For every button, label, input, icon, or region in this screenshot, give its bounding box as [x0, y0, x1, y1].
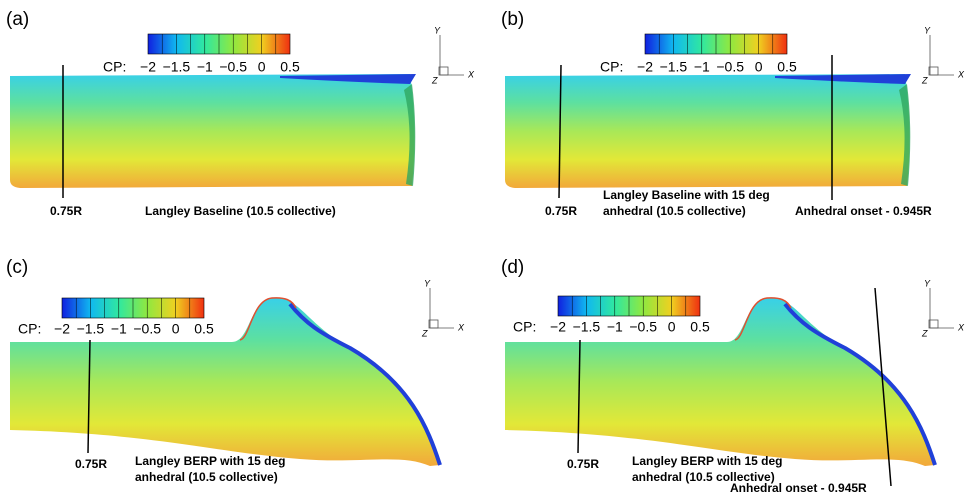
colorbar-tick-label: 0 — [755, 59, 763, 75]
axis-y-label: Y — [924, 278, 931, 288]
panel: (a) CP: −2 −1.5 −1 −0.5 0 0.5 0.75R Langley Basel… — [6, 9, 475, 218]
caption: anhedral (10.5 collective) — [632, 470, 775, 484]
station-line — [558, 64, 562, 199]
panel-label: (b) — [501, 9, 524, 30]
blade-leading-edge — [783, 302, 937, 466]
colorbar-tick-label: 0.5 — [777, 59, 797, 75]
caption: Langley Baseline with 15 deg — [603, 188, 770, 202]
blade-surface — [505, 297, 935, 466]
colorbar-tick-label: −1 — [607, 319, 623, 335]
axis-z-label: Z — [921, 75, 928, 85]
blade-bump-edge — [734, 297, 792, 341]
colorbar-tick-label: −1.5 — [163, 59, 191, 75]
axis-y-label: Y — [424, 278, 431, 288]
blade-bump-edge — [239, 297, 297, 341]
colorbar-tick-label: −0.5 — [133, 321, 161, 337]
axis-x-label: X — [957, 322, 965, 332]
blade-surface — [10, 297, 440, 466]
blade-tip — [404, 84, 416, 186]
panel-label: (d) — [501, 257, 524, 278]
station-label: 0.75R — [567, 457, 599, 471]
onset-line — [874, 287, 892, 487]
onset-label: Anhedral onset - 0.945R — [730, 481, 867, 495]
blade-tip — [899, 84, 911, 186]
panel-label: (c) — [6, 257, 28, 278]
colorbar-tick-label: −2 — [637, 59, 653, 75]
colorbar-tick-label: −0.5 — [629, 319, 657, 335]
colorbar-label: CP: — [103, 59, 126, 75]
colorbar-tick-label: −1 — [197, 59, 213, 75]
station-label: 0.75R — [50, 204, 82, 218]
station-label: 0.75R — [75, 457, 107, 471]
panel: (d) CP: −2 −1.5 −1 −0.5 0 0.5 0.75R Langley BERP … — [501, 257, 965, 495]
axis-y-label: Y — [434, 25, 441, 35]
colorbar-tick-label: 0 — [258, 59, 266, 75]
panel: (c) CP: −2 −1.5 −1 −0.5 0 0.5 0.75R Langley BERP … — [6, 257, 465, 484]
colorbar-tick-label: 0.5 — [690, 319, 710, 335]
caption: Langley BERP with 15 deg — [632, 454, 782, 468]
colorbar-tick-label: −1.5 — [660, 59, 688, 75]
colorbar-label: CP: — [18, 321, 41, 337]
colorbar-tick-label: −1.5 — [77, 321, 105, 337]
caption: Langley Baseline (10.5 collective) — [145, 204, 336, 218]
colorbar-tick-label: −2 — [550, 319, 566, 335]
colorbar-tick-label: −0.5 — [716, 59, 744, 75]
axis-z-box — [438, 66, 449, 76]
colorbar-label: CP: — [513, 319, 536, 335]
axis-z-label: Z — [921, 328, 928, 338]
colorbar-tick-label: −1 — [111, 321, 127, 337]
station-label: 0.75R — [545, 204, 577, 218]
blade-surface — [505, 74, 910, 188]
axis-x-label: X — [457, 322, 465, 332]
colorbar-label: CP: — [600, 59, 623, 75]
colorbar-tick-label: 0 — [668, 319, 676, 335]
blade-suction-edge — [775, 74, 911, 84]
colorbar-tick-label: 0 — [172, 321, 180, 337]
axis-y-label: Y — [924, 25, 931, 35]
panel-label: (a) — [6, 9, 29, 30]
panel: (b) CP: −2 −1.5 −1 −0.5 0 0.5 0.75R Langley Basel… — [501, 9, 965, 218]
station-line — [577, 339, 581, 454]
station-line — [87, 339, 91, 454]
caption: anhedral (10.5 collective) — [603, 204, 746, 218]
axis-x-label: X — [957, 69, 965, 79]
axis-z-box — [428, 319, 439, 329]
colorbar-tick-label: −2 — [140, 59, 156, 75]
colorbar-tick-label: 0.5 — [194, 321, 214, 337]
colorbar-tick-label: −2 — [54, 321, 70, 337]
colorbar-tick-label: −0.5 — [219, 59, 247, 75]
colorbar-tick-label: −1 — [694, 59, 710, 75]
axis-z-box — [928, 319, 939, 329]
colorbar-tick-label: −1.5 — [573, 319, 601, 335]
blade-leading-edge — [288, 302, 442, 466]
axis-z-box — [928, 66, 939, 76]
caption: Langley BERP with 15 deg — [135, 454, 285, 468]
blade-suction-edge — [280, 74, 416, 84]
axis-z-label: Z — [431, 75, 438, 85]
caption: anhedral (10.5 collective) — [135, 470, 278, 484]
colorbar-tick-label: 0.5 — [280, 59, 300, 75]
axis-x-label: X — [467, 69, 475, 79]
blade-surface — [10, 74, 415, 188]
onset-label: Anhedral onset - 0.945R — [795, 204, 932, 218]
axis-z-label: Z — [421, 328, 428, 338]
